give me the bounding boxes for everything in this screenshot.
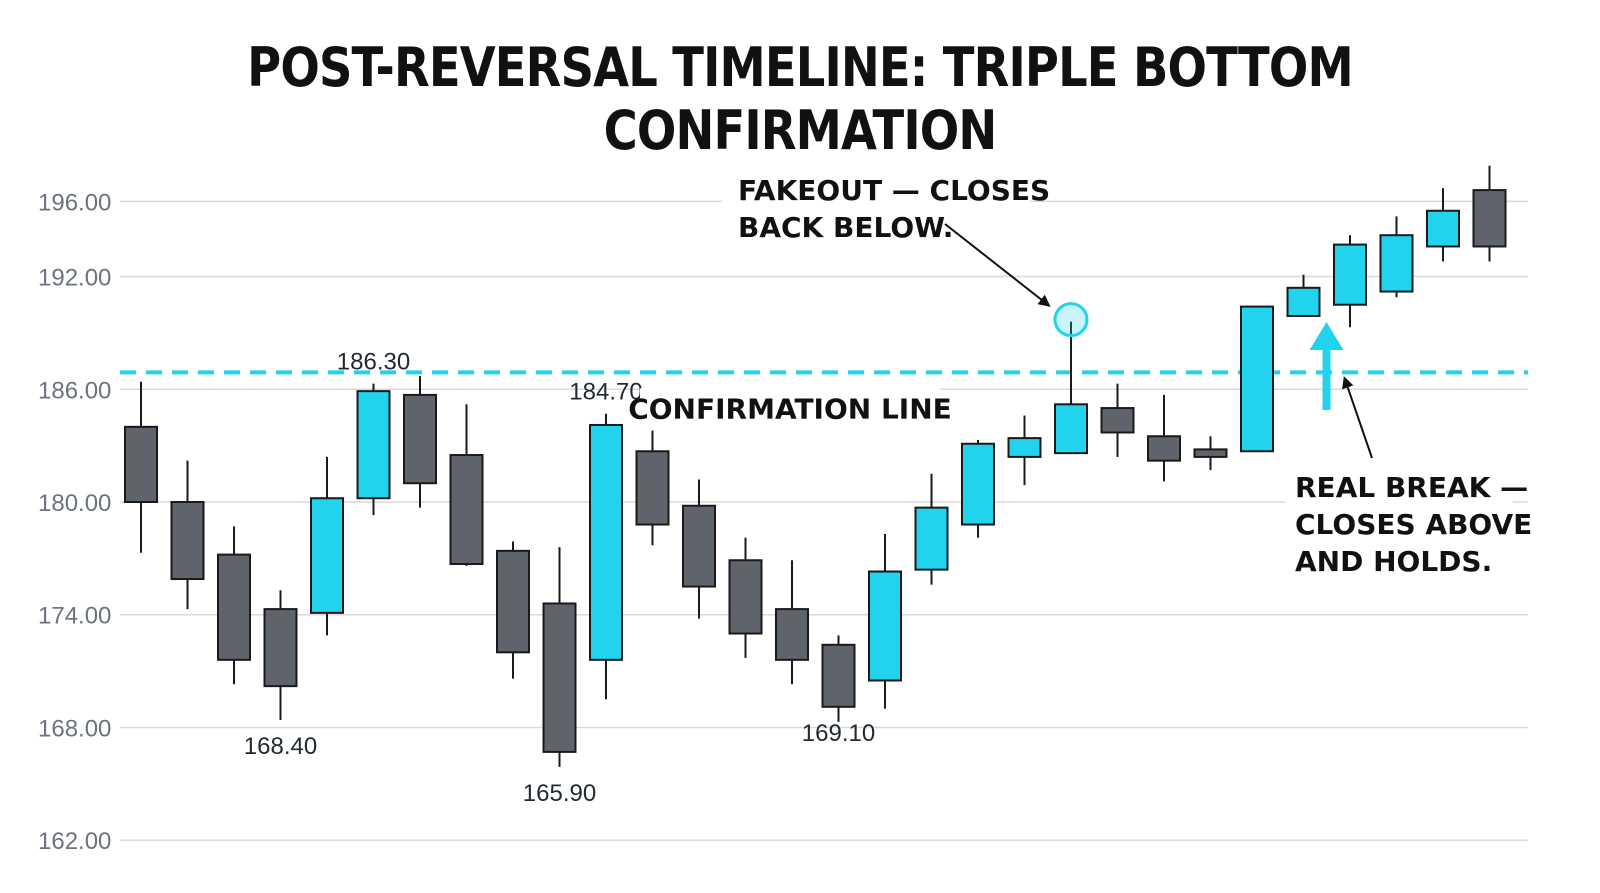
bullish-candle [1426, 188, 1460, 262]
bearish-candle [124, 381, 158, 553]
price-level-label: 169.10 [802, 720, 875, 747]
candle-body [914, 506, 949, 571]
price-level-labels: 186.30 184.70 168.40 165.90 169.10 [244, 349, 875, 807]
confirmation-label-backing [640, 388, 940, 429]
bearish-candle [403, 376, 437, 508]
candle-body [1379, 234, 1414, 293]
bearish-candle [1100, 383, 1135, 457]
candle-body [356, 390, 391, 500]
bullish-candle [1379, 216, 1414, 298]
bearish-candle [263, 590, 298, 720]
bullish-candle [310, 456, 344, 636]
candle-body [263, 608, 298, 688]
y-axis-tick-labels: 162.00 168.00 174.00 180.00 186.00 192.00 196.… [38, 189, 111, 855]
bullish-candle [1007, 415, 1042, 486]
candle-body [635, 450, 670, 526]
up-arrow-icon [1309, 322, 1344, 350]
bearish-candle [1472, 165, 1507, 262]
real-break-pointer-arrow [1342, 376, 1373, 459]
price-level-label: 184.70 [569, 379, 642, 406]
y-tick-label: 180.00 [38, 490, 111, 517]
y-tick-label: 174.00 [38, 603, 111, 630]
bullish-candle [589, 413, 623, 700]
candle-body [961, 442, 995, 526]
candle-body [1147, 435, 1181, 462]
candle-body [310, 497, 344, 614]
bullish-candle [961, 439, 995, 538]
bearish-candle [635, 430, 670, 546]
candle-body [496, 549, 530, 654]
bearish-candle [449, 404, 484, 566]
y-tick-label: 168.00 [38, 715, 111, 742]
candle-body [1054, 403, 1088, 455]
candle-body [124, 425, 158, 503]
candle-body [821, 643, 856, 708]
candle-body [1100, 407, 1135, 434]
candle-body [728, 559, 763, 635]
bullish-candle [1333, 235, 1367, 328]
bearish-candle [775, 560, 809, 685]
real-break-label-line: CLOSES ABOVE [1295, 508, 1532, 541]
bullish-candle [1286, 274, 1321, 317]
real-break-label-line: REAL BREAK — [1295, 471, 1528, 504]
bearish-candle [728, 537, 763, 658]
candle-body [589, 423, 623, 661]
bearish-candle [1147, 394, 1181, 482]
fakeout-highlight-circle [1053, 302, 1089, 338]
candles [124, 165, 1507, 767]
y-tick-label: 192.00 [38, 265, 111, 292]
fakeout-label-backing [722, 168, 1030, 244]
y-tick-label: 196.00 [38, 189, 111, 216]
y-tick-label: 162.00 [38, 828, 111, 855]
candle-body [1333, 243, 1367, 306]
bearish-candle [1193, 436, 1228, 471]
annotations: CONFIRMATION LINE FAKEOUT — CLOSES BACK BE… [628, 168, 1532, 580]
real-break-label-backing [1285, 464, 1513, 580]
price-level-label: 186.30 [337, 349, 410, 376]
candle-body [542, 602, 577, 753]
bearish-candle [542, 547, 577, 767]
confirmation-line-label: CONFIRMATION LINE [628, 392, 952, 425]
bearish-candle [682, 479, 716, 619]
price-level-label: 165.90 [523, 780, 596, 807]
fakeout-label-line: FAKEOUT — CLOSES [738, 174, 1050, 207]
candle-body [1193, 448, 1228, 458]
candle-body [403, 393, 437, 485]
fakeout-label-line: BACK BELOW. [738, 211, 953, 244]
candle-body [170, 501, 205, 581]
candle-body [217, 553, 251, 661]
candle-body [1007, 437, 1042, 458]
fakeout-pointer-arrow [944, 223, 1051, 307]
candle-body [682, 504, 716, 588]
candle-body [449, 454, 484, 566]
bearish-candle [821, 635, 856, 722]
bearish-candle [496, 541, 530, 679]
candle-body [1286, 286, 1321, 317]
price-level-label: 168.40 [244, 733, 317, 760]
chart-title: POST-REVERSAL TIMELINE: TRIPLE BOTTOM CO… [247, 36, 1354, 162]
candle-body [1472, 189, 1507, 248]
bullish-candle [1054, 321, 1088, 455]
bearish-candle [170, 460, 205, 610]
candle-body [775, 608, 809, 661]
y-tick-label: 186.00 [38, 377, 111, 404]
bullish-candle [356, 383, 391, 516]
candle-body [868, 570, 902, 682]
bullish-candle [868, 533, 902, 709]
real-break-label-line: AND HOLDS. [1295, 545, 1492, 578]
bullish-candle [914, 473, 949, 585]
candle-body [1240, 305, 1274, 453]
candle-body [1426, 209, 1460, 248]
bearish-candle [217, 526, 251, 685]
bullish-candle [1240, 305, 1274, 453]
